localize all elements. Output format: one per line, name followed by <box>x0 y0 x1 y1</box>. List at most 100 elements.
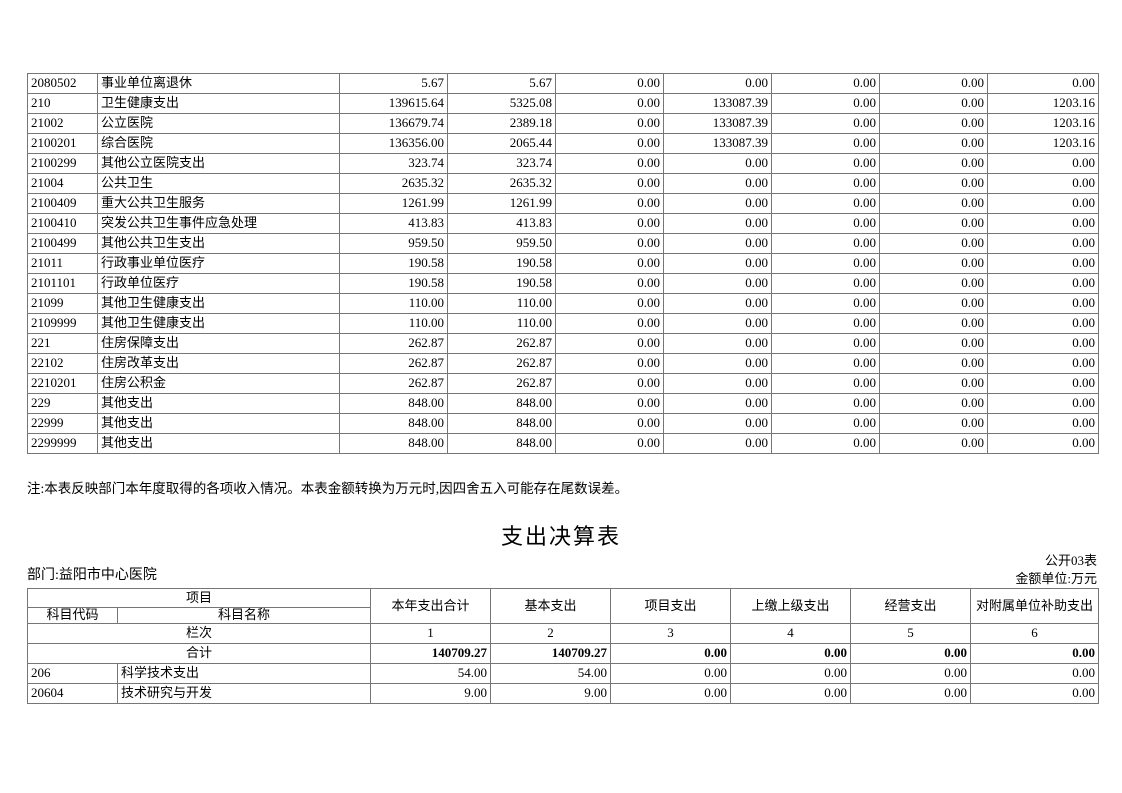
subject-code-cell: 2299999 <box>27 433 98 454</box>
amount-cell: 0.00 <box>879 273 988 294</box>
subject-name-cell: 卫生健康支出 <box>97 93 340 114</box>
amount-cell: 0.00 <box>663 393 772 414</box>
amount-cell: 0.00 <box>555 393 664 414</box>
income-table-row: 2210201 住房公积金 262.87 262.87 0.00 0.00 0.00 0.00… <box>27 373 1099 394</box>
income-table-row: 21099 其他卫生健康支出 110.00 110.00 0.00 0.00 0.00 0.0… <box>27 293 1099 314</box>
amount-cell: 0.00 <box>771 233 880 254</box>
amount-cell: 0.00 <box>663 433 772 454</box>
amount-cell: 0.00 <box>663 353 772 374</box>
column-index-1: 1 <box>370 623 492 644</box>
amount-cell: 2635.32 <box>447 173 556 194</box>
amount-cell: 133087.39 <box>663 113 772 134</box>
amount-cell: 0.00 <box>879 373 988 394</box>
subject-code-cell: 2100201 <box>27 133 98 154</box>
amount-cell: 0.00 <box>879 433 988 454</box>
amount-cell: 0.00 <box>771 73 880 94</box>
amount-cell: 0.00 <box>730 683 852 704</box>
amount-cell: 0.00 <box>879 173 988 194</box>
amount-cell: 110.00 <box>339 293 448 314</box>
amount-cell: 0.00 <box>663 253 772 274</box>
amount-cell: 0.00 <box>555 233 664 254</box>
amount-cell: 0.00 <box>987 293 1099 314</box>
amount-cell: 0.00 <box>970 663 1100 684</box>
header-basic-expenditure: 基本支出 <box>490 588 612 624</box>
amount-cell: 0.00 <box>555 193 664 214</box>
amount-cell: 0.00 <box>555 433 664 454</box>
amount-cell: 262.87 <box>339 373 448 394</box>
amount-cell: 0.00 <box>730 663 852 684</box>
subject-name-cell: 住房保障支出 <box>97 333 340 354</box>
amount-cell: 0.00 <box>555 293 664 314</box>
expenditure-table-row: 206 科学技术支出 54.00 54.00 0.00 0.00 0.00 0.00 <box>27 663 1100 684</box>
amount-cell: 2389.18 <box>447 113 556 134</box>
amount-cell: 0.00 <box>555 413 664 434</box>
amount-cell: 0.00 <box>771 393 880 414</box>
income-table-row: 2100499 其他公共卫生支出 959.50 959.50 0.00 0.00 0.00 0… <box>27 233 1099 254</box>
subject-name-cell: 公立医院 <box>97 113 340 134</box>
amount-cell: 0.00 <box>555 73 664 94</box>
column-index-row: 栏次 1 2 3 4 5 6 <box>26 623 1100 644</box>
amount-cell: 0.00 <box>771 373 880 394</box>
amount-cell: 0.00 <box>771 293 880 314</box>
total-value: 140709.27 <box>490 643 612 664</box>
amount-cell: 0.00 <box>771 93 880 114</box>
amount-cell: 5.67 <box>339 73 448 94</box>
subject-name-cell: 其他公立医院支出 <box>97 153 340 174</box>
subject-code-cell: 22999 <box>27 413 98 434</box>
header-project-expenditure: 项目支出 <box>610 588 732 624</box>
amount-cell: 0.00 <box>771 213 880 234</box>
income-table-row: 21004 公共卫生 2635.32 2635.32 0.00 0.00 0.00 0.00 0… <box>27 173 1099 194</box>
amount-cell: 0.00 <box>555 153 664 174</box>
income-table-row: 21011 行政事业单位医疗 190.58 190.58 0.00 0.00 0.00 0.0… <box>27 253 1099 274</box>
total-value: 140709.27 <box>370 643 492 664</box>
amount-cell: 110.00 <box>447 293 556 314</box>
amount-cell: 0.00 <box>987 253 1099 274</box>
amount-cell: 0.00 <box>663 373 772 394</box>
amount-cell: 0.00 <box>663 413 772 434</box>
subject-code-cell: 22102 <box>27 353 98 374</box>
expenditure-header-row-1: 项目 本年支出合计 基本支出 项目支出 上缴上级支出 经营支出 对附属单位补助支… <box>26 588 1100 624</box>
amount-cell: 323.74 <box>339 153 448 174</box>
header-project: 项目 <box>26 588 372 608</box>
amount-cell: 2635.32 <box>339 173 448 194</box>
income-table-row: 22102 住房改革支出 262.87 262.87 0.00 0.00 0.00 0.00 0… <box>27 353 1099 374</box>
column-index-2: 2 <box>490 623 612 644</box>
header-operating-expenditure: 经营支出 <box>850 588 972 624</box>
amount-cell: 0.00 <box>987 273 1099 294</box>
income-table-row: 21002 公立医院 136679.74 2389.18 0.00 133087.39 0.… <box>27 113 1099 134</box>
income-table-row: 2101101 行政单位医疗 190.58 190.58 0.00 0.00 0.00 0.0… <box>27 273 1099 294</box>
amount-cell: 848.00 <box>339 393 448 414</box>
amount-cell: 0.00 <box>879 133 988 154</box>
amount-cell: 1261.99 <box>447 193 556 214</box>
amount-cell: 848.00 <box>339 413 448 434</box>
amount-cell: 190.58 <box>339 253 448 274</box>
income-table-row: 2100201 综合医院 136356.00 2065.44 0.00 133087.39… <box>27 133 1099 154</box>
amount-cell: 0.00 <box>771 193 880 214</box>
amount-cell: 0.00 <box>879 113 988 134</box>
amount-cell: 9.00 <box>370 683 492 704</box>
amount-cell: 0.00 <box>663 213 772 234</box>
total-value: 0.00 <box>610 643 732 664</box>
column-index-4: 4 <box>730 623 852 644</box>
subject-code-cell: 2101101 <box>27 273 98 294</box>
subject-code-cell: 21004 <box>27 173 98 194</box>
amount-cell: 848.00 <box>447 413 556 434</box>
subject-code-cell: 2100409 <box>27 193 98 214</box>
header-subject-code: 科目代码 <box>27 607 118 624</box>
amount-cell: 0.00 <box>555 273 664 294</box>
column-index-3: 3 <box>610 623 732 644</box>
expenditure-table-title: 支出决算表 <box>500 524 621 549</box>
amount-cell: 0.00 <box>987 333 1099 354</box>
amount-cell: 413.83 <box>339 213 448 234</box>
subject-code-cell: 2080502 <box>27 73 98 94</box>
subject-code-cell: 210 <box>27 93 98 114</box>
amount-cell: 0.00 <box>987 213 1099 234</box>
income-table-row: 221 住房保障支出 262.87 262.87 0.00 0.00 0.00 0.00 0.0… <box>27 333 1099 354</box>
amount-cell: 413.83 <box>447 213 556 234</box>
amount-cell: 133087.39 <box>663 93 772 114</box>
amount-cell: 323.74 <box>447 153 556 174</box>
amount-cell: 1203.16 <box>987 133 1099 154</box>
subject-code-cell: 2100499 <box>27 233 98 254</box>
income-table-row: 2100299 其他公立医院支出 323.74 323.74 0.00 0.00 0.00 0… <box>27 153 1099 174</box>
subject-code-cell: 221 <box>27 333 98 354</box>
